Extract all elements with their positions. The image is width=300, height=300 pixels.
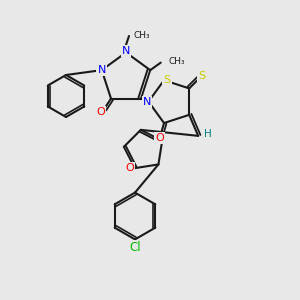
Text: CH₃: CH₃	[134, 32, 150, 40]
Text: S: S	[198, 71, 206, 81]
Text: N: N	[122, 46, 130, 56]
Text: O: O	[125, 163, 134, 173]
Text: CH₃: CH₃	[168, 57, 185, 66]
Text: N: N	[98, 65, 106, 75]
Text: H: H	[204, 129, 212, 140]
Text: S: S	[164, 75, 171, 85]
Text: O: O	[155, 133, 164, 143]
Text: N: N	[143, 97, 151, 106]
Text: O: O	[96, 107, 105, 117]
Text: Cl: Cl	[129, 241, 141, 254]
